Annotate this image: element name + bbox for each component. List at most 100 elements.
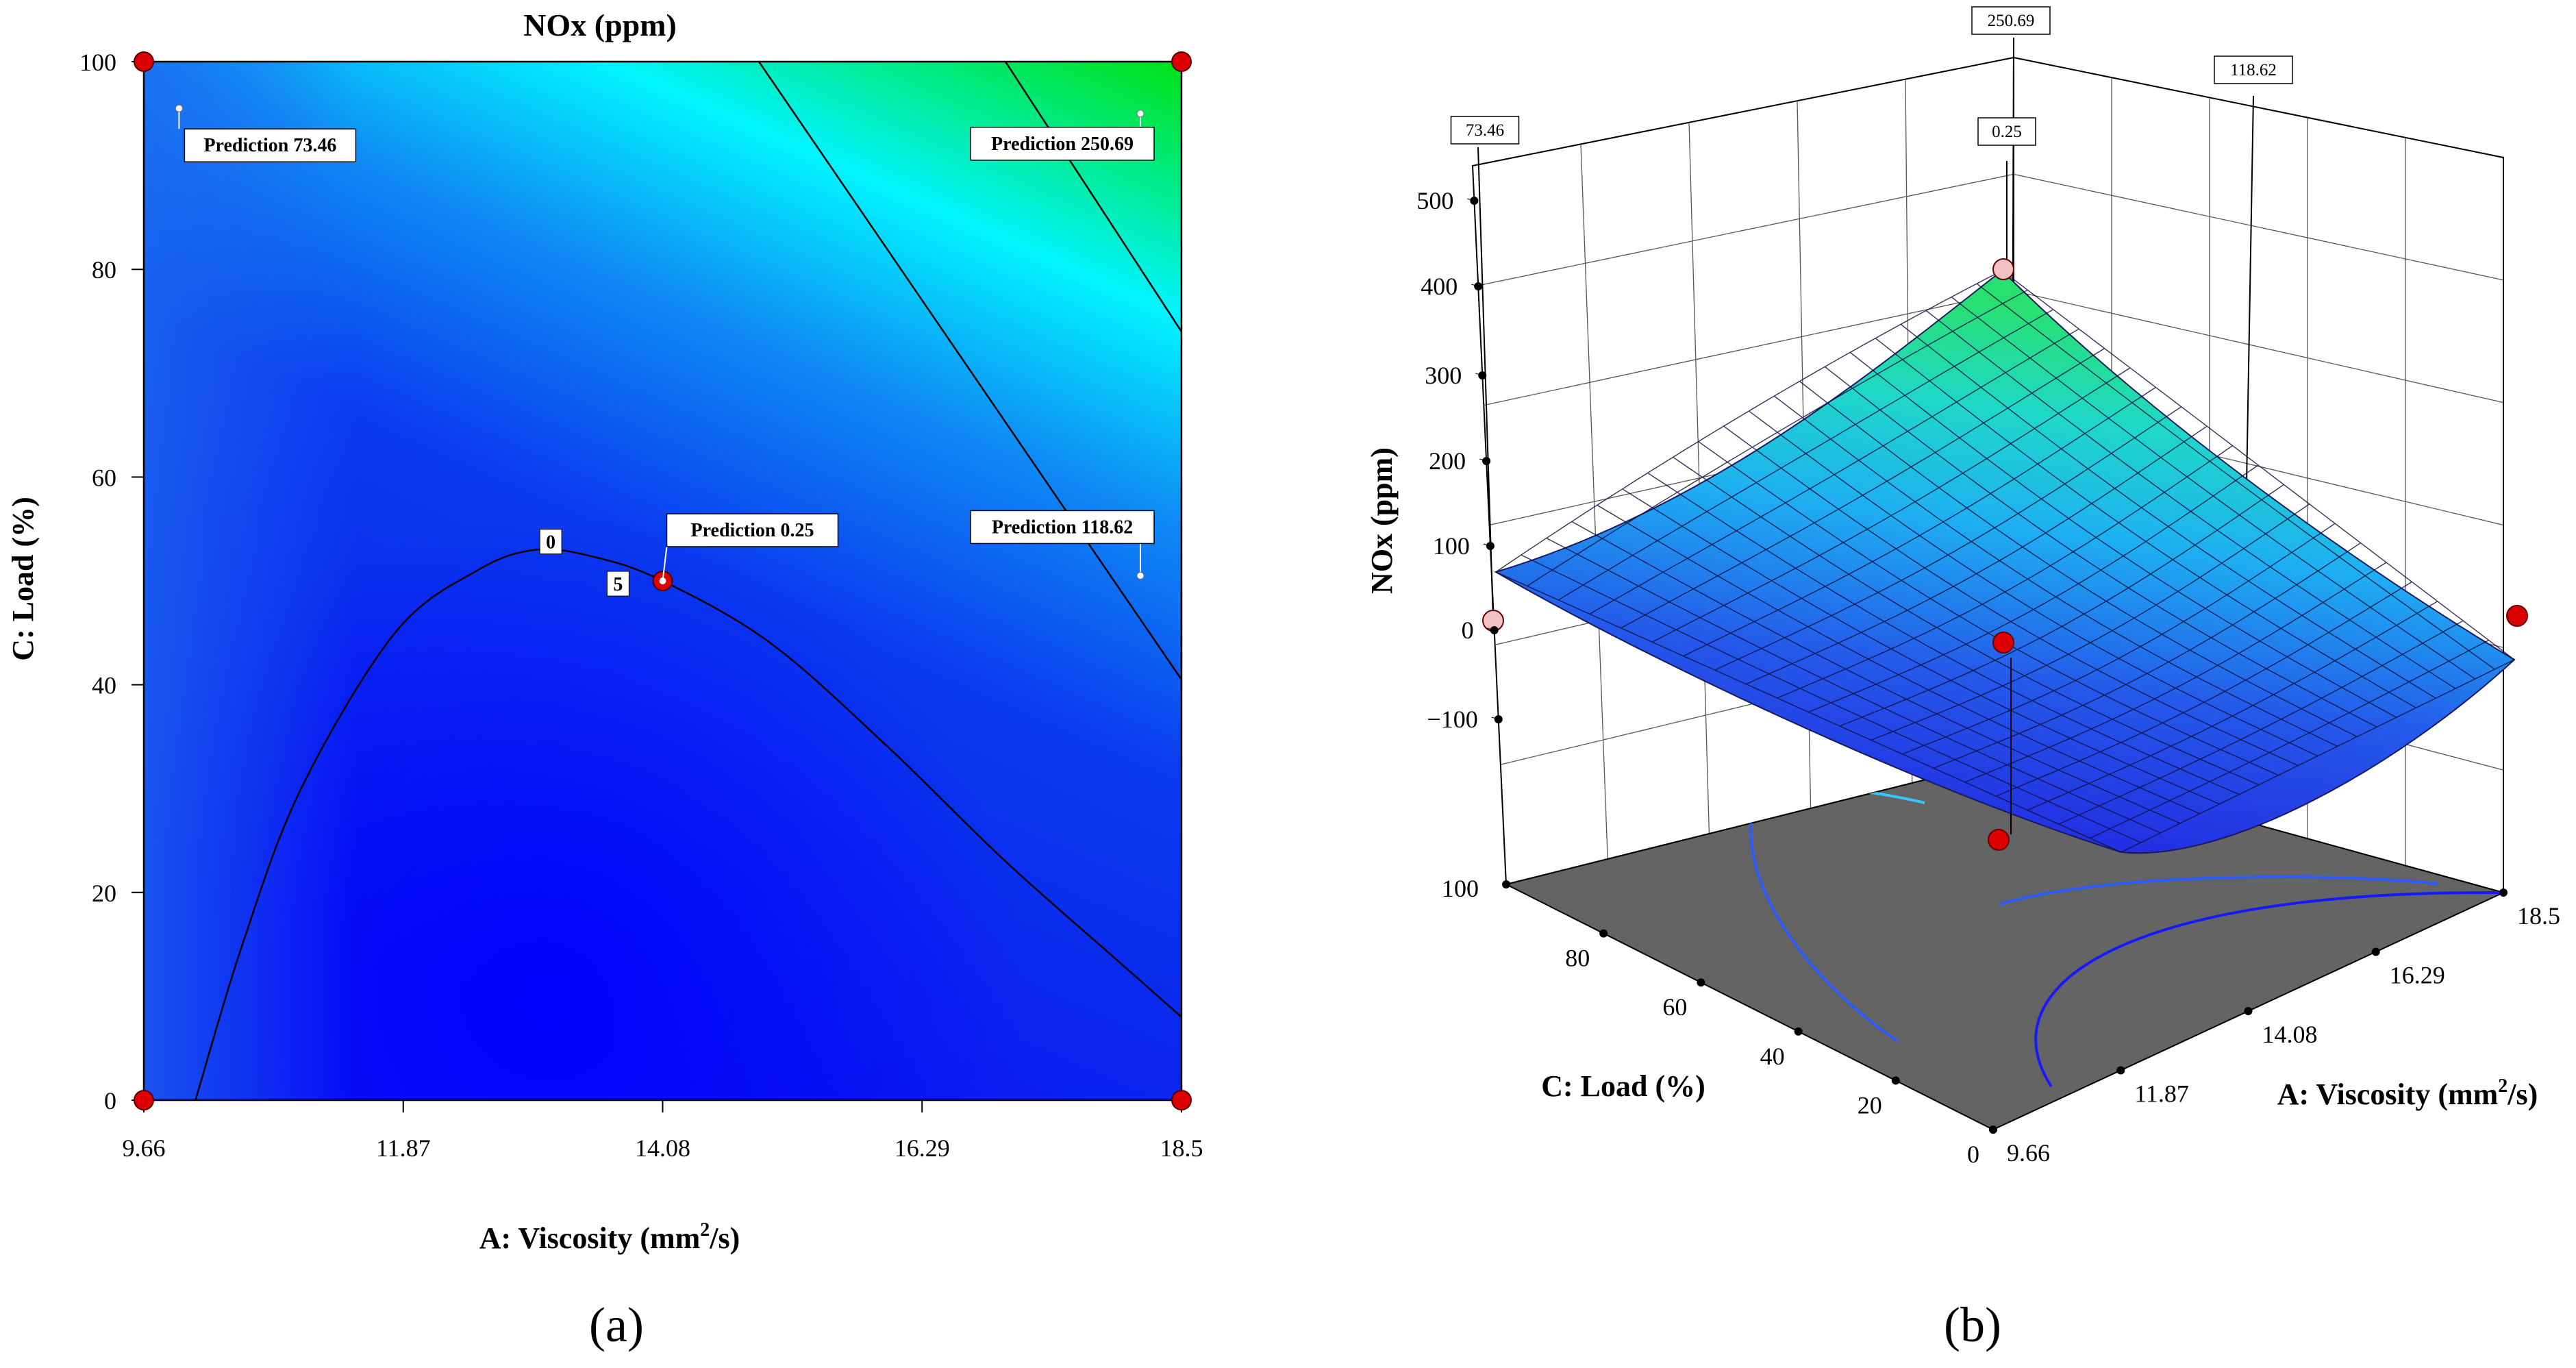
- surface-mesh-line: [1871, 503, 2310, 741]
- surface-mesh-line: [2090, 639, 2489, 839]
- x-tick-dot: [2244, 1007, 2253, 1015]
- value-label-box: [1971, 6, 2051, 35]
- y-tick-dot: [1502, 880, 1510, 888]
- surface-mesh-line: [1849, 351, 2397, 718]
- surface-mesh-line: [1773, 395, 2338, 747]
- y-tick-label: 80: [92, 256, 116, 284]
- surface-mesh-line: [1799, 381, 2358, 738]
- value-label-box: [1977, 117, 2036, 146]
- z-tick-label: 400: [1421, 273, 1458, 300]
- surface-mesh-line: [1933, 543, 2361, 769]
- surface-mesh-line: [1839, 484, 2284, 727]
- prediction-box: [184, 128, 357, 162]
- value-label-box: [2214, 55, 2293, 84]
- y-tick-label: 60: [92, 464, 116, 491]
- x-tick-label: 14.08: [2262, 1021, 2318, 1048]
- value-label-box: [1450, 116, 1520, 145]
- prediction-leader: [662, 546, 668, 582]
- surface-mesh-line: [1925, 310, 2456, 689]
- y-tick-label: 40: [1760, 1043, 1785, 1070]
- z-tick-dot: [1494, 715, 1503, 723]
- y-tick-dot: [1794, 1027, 1803, 1036]
- x-tick-label: 14.08: [635, 1134, 690, 1162]
- y-tick-dot: [1891, 1076, 1900, 1085]
- x-tick-label: 18.5: [1160, 1134, 1203, 1162]
- response-surface: [1494, 269, 2516, 854]
- surface-mesh-line: [1996, 581, 2412, 797]
- floor-contour-line: [2034, 891, 2501, 1088]
- surface-mesh-line: [1902, 523, 2336, 755]
- value-label: 250.69: [1988, 12, 2035, 30]
- design-point: [1171, 1090, 1192, 1110]
- y-tick-label: 0: [1967, 1141, 1979, 1168]
- surface-mesh-line: [2121, 659, 2515, 853]
- surface-mesh-line: [2027, 601, 2438, 811]
- surface-mesh-line: [1951, 297, 2475, 680]
- wall-gridline: [1478, 173, 2014, 286]
- prediction-box: [970, 510, 1155, 545]
- y-tick-dot: [1697, 978, 1705, 987]
- design-point: [1171, 51, 1192, 72]
- y-tick-label: 0: [104, 1087, 116, 1115]
- surface-z-axis-label: NOx (ppm): [1365, 447, 1399, 594]
- y-tick-dot: [1599, 929, 1608, 938]
- value-label: 73.46: [1466, 121, 1504, 140]
- contour-x-axis-label: A: Viscosity (mm2/s): [479, 1219, 740, 1255]
- wall-gridline: [1688, 122, 1710, 834]
- contour-line: [1004, 62, 1181, 332]
- surface-mesh-line: [1875, 338, 2416, 708]
- y-tick-label: 20: [92, 880, 116, 907]
- design-point: [134, 1090, 154, 1110]
- contour-label-box: [539, 529, 562, 555]
- x-tick-dot: [2499, 888, 2508, 897]
- z-tick-dot: [1486, 542, 1495, 550]
- wall-gridline: [1580, 144, 1608, 860]
- z-tick-label: −100: [1427, 706, 1477, 733]
- surface-mesh-line: [2058, 620, 2464, 825]
- surface-mesh-line: [1900, 323, 2436, 699]
- contour-label: 0: [546, 532, 555, 554]
- panel-label-b: (b): [1944, 1297, 2001, 1352]
- surface-y-axis-label: C: Load (%): [1541, 1069, 1705, 1103]
- floor-contour-line: [1999, 875, 2439, 906]
- contour-fill-edge: [144, 62, 363, 1100]
- contour-line: [758, 62, 1181, 680]
- contour-panel: NOx (ppm) 0 5 9.66 11.87 14.08 16.29 18.5 0 20…: [6, 8, 1203, 1352]
- prediction-label: Prediction 0.25: [691, 520, 814, 541]
- prediction-label: Prediction 250.69: [991, 134, 1134, 155]
- z-tick-dot: [1470, 197, 1479, 205]
- prediction-label: Prediction 118.62: [992, 517, 1133, 538]
- surface-mesh-line: [1824, 366, 2377, 727]
- prediction-marker: [1136, 110, 1145, 118]
- prediction-marker: [175, 104, 183, 112]
- panel-label-a: (a): [589, 1297, 644, 1352]
- design-point: [1992, 258, 2014, 280]
- contour-y-axis-label: C: Load (%): [6, 497, 40, 661]
- x-tick-dot: [2371, 947, 2380, 956]
- surface-mesh-line: [2001, 270, 2515, 660]
- x-tick-label: 16.29: [895, 1134, 950, 1162]
- x-tick-label: 16.29: [2390, 962, 2445, 989]
- contour-line: [195, 548, 1181, 1100]
- z-tick-label: 200: [1429, 447, 1466, 475]
- x-tick-label: 9.66: [2007, 1139, 2050, 1167]
- z-tick-dot: [1490, 626, 1499, 634]
- z-tick-label: 500: [1416, 187, 1453, 214]
- wall-gridline: [2013, 173, 2504, 281]
- contour-label: 5: [613, 574, 623, 595]
- z-tick-dot: [1482, 457, 1491, 465]
- y-tick-label: 20: [1858, 1091, 1882, 1119]
- value-label: 0.25: [1992, 123, 2022, 141]
- surface-x-axis-label: A: Viscosity (mm2/s): [2277, 1075, 2538, 1111]
- surface-mesh-line: [1808, 464, 2259, 713]
- wall-gridline: [2013, 290, 2504, 403]
- z-tick-label: 100: [1433, 532, 1470, 560]
- prediction-box: [970, 127, 1155, 161]
- x-tick-label: 11.87: [2134, 1080, 2189, 1108]
- x-tick-dot: [2116, 1066, 2125, 1075]
- value-label: 118.62: [2230, 61, 2277, 79]
- wall-gridline: [1484, 290, 2014, 406]
- prediction-stem: [1477, 147, 1494, 621]
- y-tick-label: 40: [92, 672, 116, 699]
